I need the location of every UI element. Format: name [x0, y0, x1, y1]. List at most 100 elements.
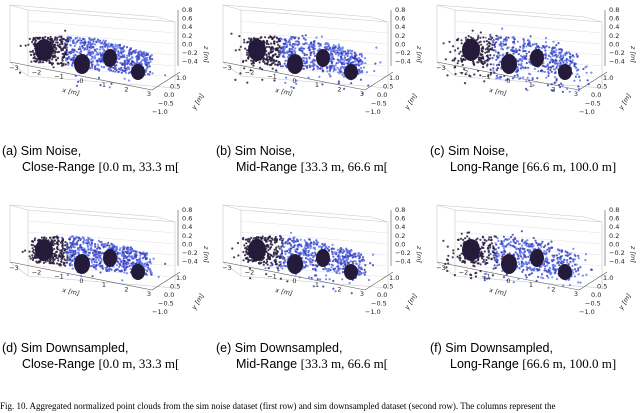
x-tick-label: −1	[54, 273, 64, 281]
x-tick-label: 1	[529, 281, 533, 289]
z-tick-label: 0.0	[182, 240, 192, 248]
range-name: Mid-Range	[236, 357, 301, 371]
y-tick-label: −0.5	[371, 100, 387, 108]
z-axis-label: z [m]	[415, 245, 423, 263]
z-tick-label: 0.0	[609, 40, 619, 48]
x-tick-label: −1	[54, 73, 64, 81]
y-tick-label: 1.0	[603, 74, 613, 82]
wheel-cluster	[344, 264, 358, 280]
x-tick-label: 3	[360, 290, 364, 298]
z-tick-label: 0.2	[395, 32, 405, 40]
z-tick-label: 0.6	[182, 15, 192, 23]
caption-line2: Long-Range [66.6 m, 100.0 m]	[430, 356, 616, 372]
x-tick-label: 2	[337, 86, 341, 94]
z-tick-label: −0.2	[395, 249, 411, 257]
point-cloud-plot-e: −3−2−101231.00.50.0−0.5−1.00.80.60.40.20…	[222, 204, 423, 316]
y-tick-label: 0.5	[597, 283, 607, 291]
x-axis-label: x [m]	[61, 86, 81, 98]
z-tick-label: 0.2	[182, 232, 192, 240]
z-tick-label: 0.0	[182, 40, 192, 48]
x-tick-label: −2	[32, 268, 42, 276]
x-tick-label: 2	[551, 286, 555, 294]
y-tick-label: 0.5	[170, 283, 180, 291]
range-interval: [0.0 m, 33.3 m[	[98, 356, 180, 371]
plot-panel-e: −3 −2 −1 0 1 2 3 1.0 0.5 0.0 −0.5 −1.0 0.8 0.6 0.4 0.2 0…	[213, 200, 423, 330]
x-tick-label: 0	[506, 77, 510, 85]
x-tick-label: −3	[222, 64, 232, 72]
wheel-cluster	[462, 39, 480, 61]
x-tick-label: −2	[245, 68, 255, 76]
range-name: Close-Range	[22, 357, 99, 371]
z-tick-label: −0.4	[609, 58, 625, 66]
plot-panel-d: −3 −2 −1 0 1 2 3 1.0 0.5 0.0 −0.5 −1.0 0.8 0.6 0.4 0.2 0…	[0, 200, 210, 330]
x-tick-label: 1	[529, 81, 533, 89]
y-axis-label: y [m]	[616, 92, 633, 112]
z-tick-label: 0.8	[609, 206, 619, 214]
z-tick-label: 0.4	[182, 23, 192, 31]
z-tick-label: 0.0	[395, 40, 405, 48]
y-tick-label: 0.0	[377, 291, 387, 299]
wheel-cluster	[501, 254, 517, 274]
point-cloud-b	[230, 32, 382, 95]
z-axis-label: z [m]	[629, 245, 637, 263]
y-tick-label: −1.0	[579, 108, 595, 116]
range-interval: [33.3 m, 66.6 m[	[300, 159, 389, 174]
y-tick-label: 0.0	[591, 91, 601, 99]
x-tick-label: 1	[315, 281, 319, 289]
subfigure-caption-e: (e) Sim Downsampled, Mid-Range [33.3 m, 6…	[216, 340, 388, 372]
z-tick-label: 0.4	[609, 223, 619, 231]
z-tick-label: −0.2	[395, 49, 411, 57]
x-tick-label: 0	[506, 277, 510, 285]
subfigure-caption-b: (b) Sim Noise, Mid-Range [33.3 m, 66.6 m[	[216, 143, 388, 175]
wheel-cluster	[344, 64, 358, 80]
y-tick-label: −0.5	[371, 300, 387, 308]
subfigure-caption-f: (f) Sim Downsampled, Long-Range [66.6 m, …	[430, 340, 616, 372]
wheel-cluster	[35, 39, 53, 61]
caption-line1: (f) Sim Downsampled,	[430, 341, 553, 355]
z-tick-label: 0.2	[395, 232, 405, 240]
y-tick-label: 0.0	[591, 291, 601, 299]
range-name: Mid-Range	[236, 160, 301, 174]
y-tick-label: 0.0	[377, 91, 387, 99]
z-tick-label: 0.2	[609, 232, 619, 240]
y-tick-label: 1.0	[389, 74, 399, 82]
wheel-cluster	[103, 49, 117, 67]
range-name: Long-Range	[450, 160, 523, 174]
y-tick-label: −1.0	[365, 308, 381, 316]
wheel-cluster	[558, 264, 572, 280]
z-tick-label: −0.2	[609, 249, 625, 257]
x-axis-label: x [m]	[488, 86, 508, 98]
z-tick-label: −0.2	[182, 249, 198, 257]
z-tick-label: −0.4	[182, 258, 198, 266]
x-tick-label: 3	[147, 290, 151, 298]
y-tick-label: −1.0	[152, 108, 168, 116]
wheel-cluster	[131, 264, 145, 280]
wheel-cluster	[316, 249, 330, 267]
range-interval: [66.6 m, 100.0 m]	[522, 159, 617, 174]
x-tick-label: −3	[9, 64, 19, 72]
x-tick-label: 0	[292, 277, 296, 285]
subfigure-caption-c: (c) Sim Noise, Long-Range [66.6 m, 100.0 …	[430, 143, 616, 175]
point-cloud-e	[231, 231, 375, 295]
z-tick-label: 0.6	[609, 215, 619, 223]
y-axis-label: y [m]	[402, 292, 419, 312]
wheel-cluster	[35, 239, 53, 261]
z-tick-label: 0.4	[395, 23, 405, 31]
range-interval: [33.3 m, 66.6 m[	[300, 356, 389, 371]
x-tick-label: 0	[292, 77, 296, 85]
wheel-cluster	[103, 249, 117, 267]
z-tick-label: −0.4	[609, 258, 625, 266]
y-tick-label: −1.0	[152, 308, 168, 316]
x-tick-label: −2	[459, 268, 469, 276]
x-tick-label: −1	[481, 273, 491, 281]
wheel-cluster	[74, 54, 90, 74]
y-axis-label: y [m]	[402, 92, 419, 112]
x-axis-label: x [m]	[488, 286, 508, 298]
plot-panel-f: −3 −2 −1 0 1 2 3 1.0 0.5 0.0 −0.5 −1.0 0.8 0.6 0.4 0.2 0…	[427, 200, 637, 330]
y-tick-label: −1.0	[579, 308, 595, 316]
point-cloud-plot-a: −3−2−101231.00.50.0−0.5−1.00.80.60.40.20…	[9, 4, 210, 116]
z-tick-label: 0.4	[395, 223, 405, 231]
z-axis-label: z [m]	[202, 245, 210, 263]
y-tick-label: 0.0	[164, 91, 174, 99]
y-tick-label: 0.5	[383, 283, 393, 291]
